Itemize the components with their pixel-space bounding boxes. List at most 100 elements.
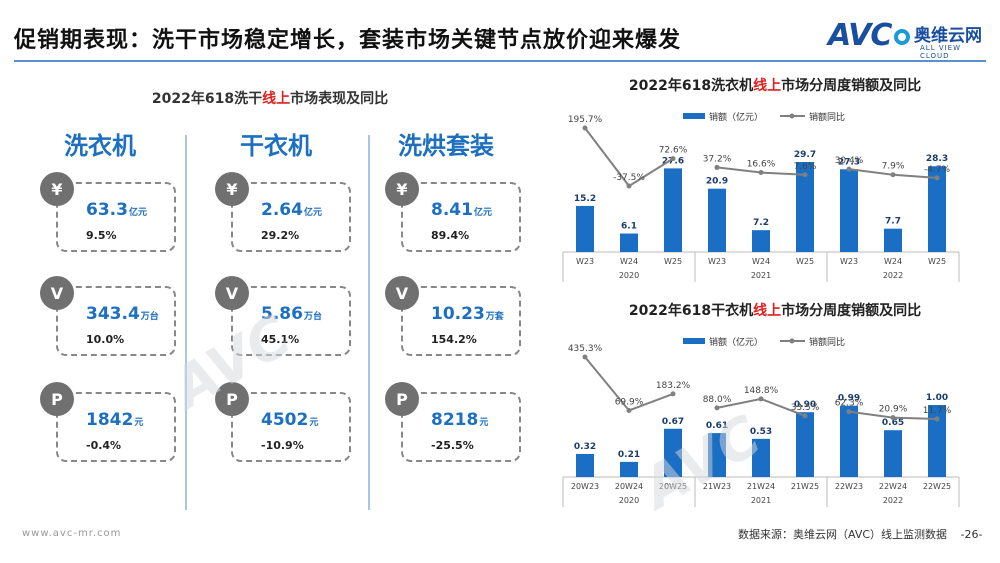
x-tick-label: W23 (576, 257, 594, 266)
legend-line-label: 销额同比 (809, 111, 845, 123)
group-label: 2021 (751, 496, 771, 505)
metric-card: 343.4万台 10.0% (56, 286, 176, 356)
yoy-point (714, 405, 720, 411)
footer-source-text: 数据来源：奥维云网（AVC）线上监测数据 (738, 528, 948, 541)
chart-title-part: 市场分周度销额及同比 (781, 77, 921, 94)
yoy-point (802, 413, 808, 419)
x-tick-label: W23 (708, 257, 726, 266)
legend-line-marker (789, 338, 795, 344)
metric-unit: 亿元 (473, 208, 492, 218)
bar-value-label: 15.2 (574, 194, 596, 204)
yoy-point (626, 407, 632, 413)
bar (664, 428, 682, 477)
metric-card: 8.41亿元 89.4% (401, 182, 521, 252)
volume-icon: V (215, 276, 249, 310)
bar-value-label: 1.00 (926, 393, 948, 403)
yoy-label: 69.9% (615, 397, 644, 407)
chart-title-part: 2022年618洗衣机 (629, 77, 753, 94)
yen-icon: ¥ (40, 172, 74, 206)
bar-value-label: 0.90 (794, 400, 816, 410)
yoy-label: 148.8% (744, 386, 779, 396)
left-panel-title: 2022年618洗干线上市场表现及同比 (80, 88, 460, 108)
yoy-label: 62.3% (835, 399, 864, 409)
chart-title: 2022年618干衣机线上市场分周度销额及同比 (629, 302, 921, 319)
bar (884, 430, 902, 477)
metric-card: 1842元 -0.4% (56, 392, 176, 462)
x-tick-label: 22W23 (835, 482, 863, 491)
bar-value-label: 7.2 (753, 218, 769, 228)
metric-card: 10.23万套 154.2% (401, 286, 521, 356)
yen-icon: ¥ (215, 172, 249, 206)
metric-unit: 万套 (485, 312, 504, 322)
metric-value: 8.41亿元 (431, 200, 492, 220)
yoy-point (934, 175, 940, 181)
metric-unit: 万台 (140, 312, 159, 322)
bar (796, 412, 814, 477)
logo-circle-icon (894, 29, 910, 45)
bar (664, 168, 682, 252)
x-tick-label: W25 (664, 257, 682, 266)
column-separator (185, 135, 187, 510)
metric-unit: 元 (309, 418, 319, 428)
yoy-label: 183.2% (656, 381, 691, 391)
x-tick-label: W24 (884, 257, 902, 266)
metric-card: 2.64亿元 29.2% (231, 182, 351, 252)
x-tick-label: 20W25 (659, 482, 687, 491)
yoy-label: 7.9% (882, 162, 905, 172)
metric-card: 4502元 -10.9% (231, 392, 351, 462)
x-tick-label: W25 (928, 257, 946, 266)
bar (620, 233, 638, 252)
metric-unit: 元 (479, 418, 489, 428)
metric-card: 63.3亿元 9.5% (56, 182, 176, 252)
metric-growth: 154.2% (431, 333, 477, 346)
yoy-point (582, 354, 588, 360)
metric-growth: 10.0% (86, 333, 125, 346)
logo-name-en: ALL VIEW CLOUD (920, 44, 962, 60)
bar (708, 433, 726, 477)
metric-unit: 亿元 (128, 208, 147, 218)
chart-title-part: 2022年618干衣机 (629, 302, 753, 319)
x-tick-label: 21W24 (747, 482, 775, 491)
left-title-pre: 2022年618洗干 (151, 91, 263, 107)
yoy-label: 20.9% (879, 405, 908, 415)
bar-value-label: 20.9 (706, 177, 728, 187)
chart-title-part: 线上 (753, 302, 781, 319)
bar-value-label: 0.32 (574, 442, 596, 452)
bar (796, 162, 814, 252)
legend-line-label: 销额同比 (809, 336, 845, 348)
yoy-point (758, 396, 764, 402)
page-title: 促销期表现：洗干市场稳定增长，套装市场关键节点放价迎来爆发 (14, 28, 682, 53)
metric-value: 343.4万台 (86, 304, 159, 324)
metric-unit: 万台 (303, 312, 322, 322)
yoy-point (670, 156, 676, 162)
bar (620, 461, 638, 477)
legend-bar-swatch (683, 338, 705, 344)
yoy-point (846, 409, 852, 415)
metric-value: 1842元 (86, 410, 144, 430)
yoy-point (670, 391, 676, 397)
x-tick-label: W24 (752, 257, 770, 266)
volume-icon: V (40, 276, 74, 310)
x-tick-label: W25 (796, 257, 814, 266)
legend-bar-swatch (683, 113, 705, 119)
yoy-label: 195.7% (568, 115, 603, 125)
x-tick-label: 20W23 (571, 482, 599, 491)
bar-value-label: 0.67 (662, 417, 684, 427)
bar (576, 453, 594, 477)
column-heading: 洗烘套装 (398, 132, 494, 160)
price-icon: P (215, 382, 249, 416)
yoy-label: 11.7% (923, 406, 952, 416)
x-tick-label: 20W24 (615, 482, 643, 491)
yoy-point (890, 415, 896, 421)
metric-growth: 89.4% (431, 229, 470, 242)
metric-growth: -0.4% (86, 439, 122, 452)
yen-icon: ¥ (385, 172, 419, 206)
yoy-label: 30.4% (835, 156, 864, 166)
bar-value-label: 7.7 (885, 217, 901, 227)
bar (840, 405, 858, 477)
group-label: 2020 (619, 496, 639, 505)
volume-icon: V (385, 276, 419, 310)
bar-value-label: 0.53 (750, 427, 772, 437)
metric-growth: 45.1% (261, 333, 300, 346)
